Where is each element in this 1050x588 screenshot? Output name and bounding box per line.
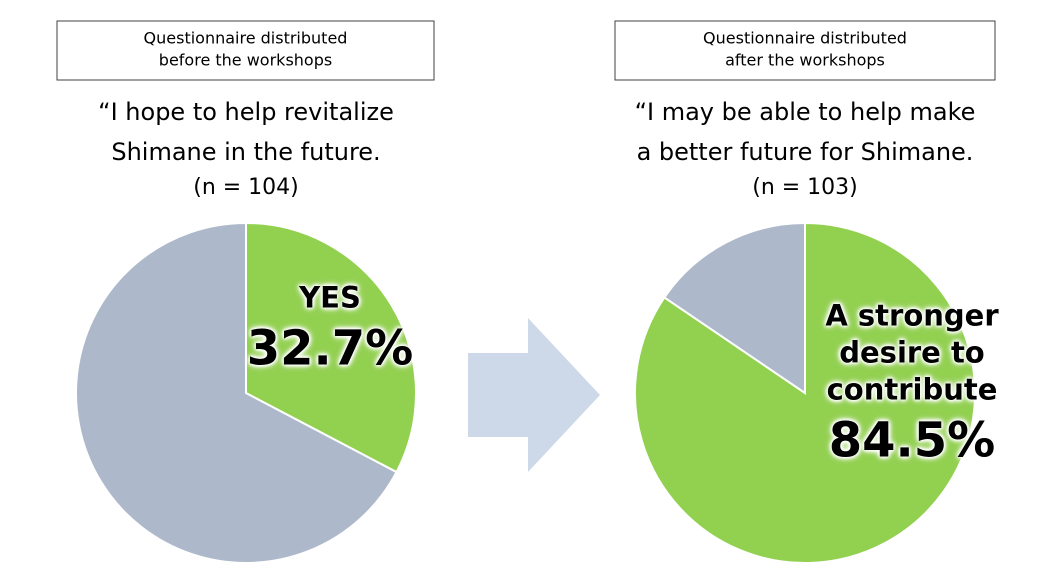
header-text: Questionnaire distributed bbox=[703, 29, 907, 48]
title: Shimane in the future. bbox=[111, 138, 380, 166]
title: a better future for Shimane. bbox=[637, 138, 974, 166]
arrow bbox=[468, 318, 600, 472]
category-label: YES bbox=[299, 280, 361, 315]
header-text: before the workshops bbox=[159, 51, 332, 70]
slice-label: YES 32.7% bbox=[243, 280, 418, 381]
header-box bbox=[56, 20, 435, 81]
pie-slice bbox=[245, 221, 417, 474]
category-label: A stronger desire to contribute bbox=[825, 298, 999, 407]
pie-slice bbox=[75, 221, 398, 564]
slice-label: A stronger desire to contribute 84.5% bbox=[825, 298, 1000, 473]
subtitle: (n = 104) bbox=[193, 175, 299, 200]
header-text: after the workshops bbox=[725, 51, 885, 70]
title: “I may be able to help make bbox=[635, 98, 976, 126]
header-box bbox=[614, 20, 996, 81]
pie-slice bbox=[663, 221, 806, 395]
value-label: 84.5% bbox=[828, 412, 996, 469]
value-label: 32.7% bbox=[246, 320, 414, 377]
title: “I hope to help revitalize bbox=[98, 98, 394, 126]
header-text: Questionnaire distributed bbox=[144, 29, 348, 48]
subtitle: (n = 103) bbox=[752, 175, 858, 200]
